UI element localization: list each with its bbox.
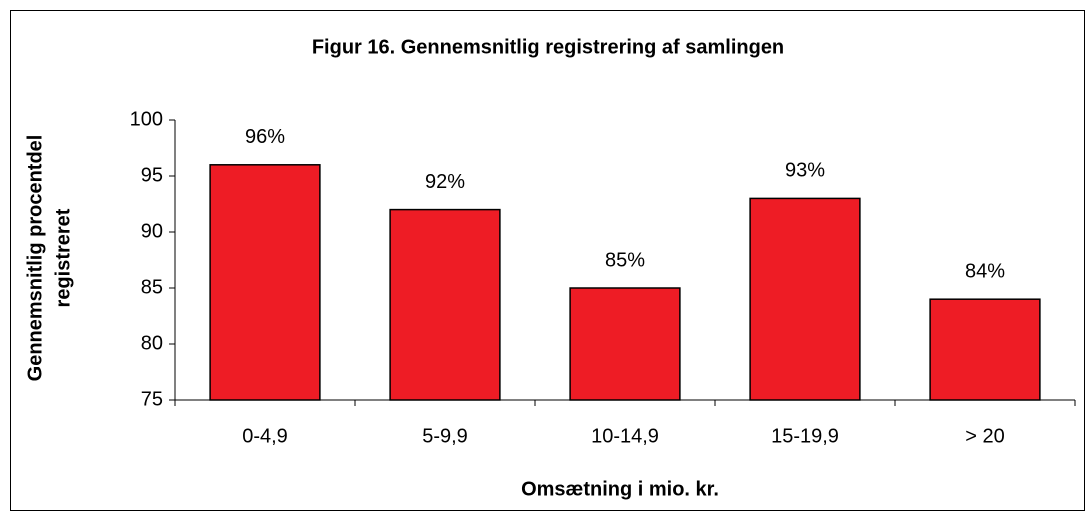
bar bbox=[389, 208, 501, 401]
x-axis-title: Omsætning i mio. kr. bbox=[521, 478, 719, 500]
x-tick-label: > 20 bbox=[965, 425, 1004, 447]
y-tick-label: 90 bbox=[141, 220, 163, 242]
y-tick-label: 80 bbox=[141, 332, 163, 354]
y-axis-title: registreret bbox=[52, 208, 74, 307]
x-tick-label: 5-9,9 bbox=[422, 425, 468, 447]
bar bbox=[569, 287, 681, 401]
bar bbox=[929, 298, 1041, 401]
x-tick-label: 0-4,9 bbox=[242, 425, 288, 447]
y-tick-label: 100 bbox=[130, 108, 163, 130]
value-label: 93% bbox=[785, 160, 825, 182]
bar bbox=[749, 197, 861, 401]
value-label: 85% bbox=[605, 249, 645, 271]
bar bbox=[209, 164, 321, 401]
y-tick-label: 85 bbox=[141, 276, 163, 298]
value-label: 92% bbox=[425, 171, 465, 193]
x-tick-label: 15-19,9 bbox=[771, 425, 839, 447]
chart-title: Figur 16. Gennemsnitlig registrering af … bbox=[312, 36, 784, 58]
y-tick-label: 95 bbox=[141, 164, 163, 186]
value-label: 84% bbox=[965, 260, 1005, 282]
chart-frame bbox=[10, 10, 1085, 511]
y-tick-label: 75 bbox=[141, 388, 163, 410]
x-tick-label: 10-14,9 bbox=[591, 425, 659, 447]
value-label: 96% bbox=[245, 126, 285, 148]
y-axis-title: Gennemsnitlig procentdel bbox=[24, 135, 46, 382]
